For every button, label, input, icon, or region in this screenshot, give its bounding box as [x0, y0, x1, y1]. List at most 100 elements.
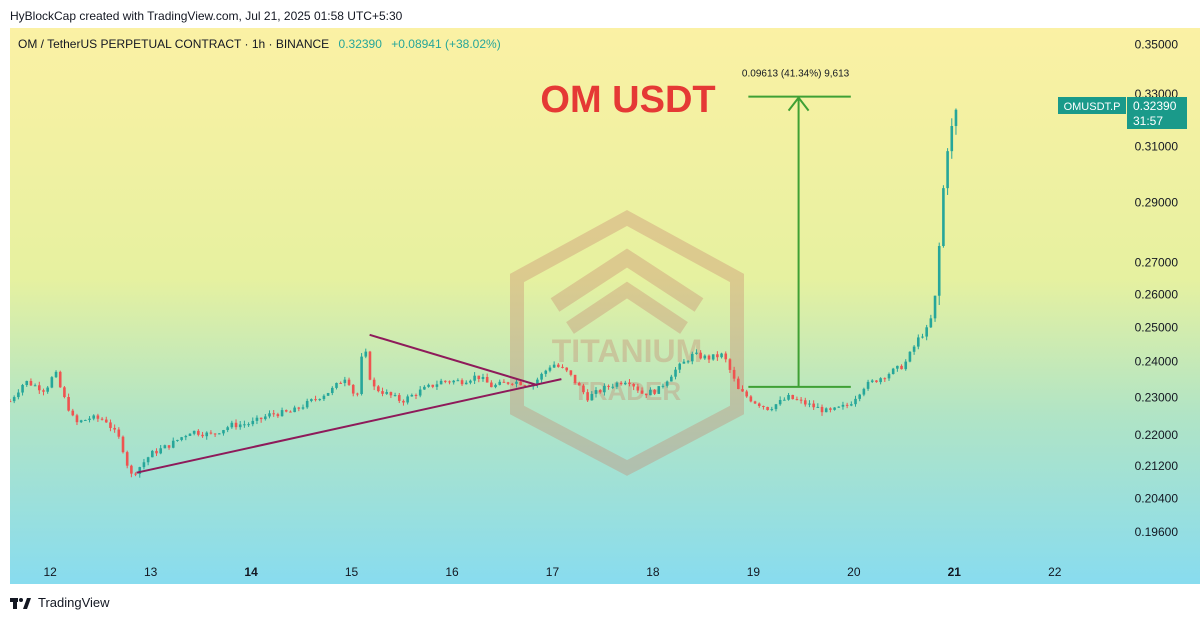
candle-body — [356, 393, 359, 395]
candle-body — [937, 246, 941, 296]
candle-body — [347, 379, 351, 385]
candle-body — [92, 415, 96, 419]
candle-body — [171, 440, 175, 448]
candle-body — [921, 336, 924, 338]
candle-body — [406, 396, 409, 403]
candle-body — [364, 351, 368, 357]
candle-body — [197, 430, 200, 435]
candle-body — [628, 382, 631, 384]
candle-body — [632, 383, 635, 387]
candle-body — [619, 382, 623, 385]
candle-body — [268, 413, 271, 417]
candle-body — [506, 382, 510, 384]
chart-background — [10, 28, 1200, 584]
watermark-chevron-icon — [550, 248, 704, 312]
candle-body — [54, 371, 58, 378]
candle-body — [925, 327, 928, 337]
watermark-chevron-icon — [566, 281, 688, 334]
candle-body — [929, 318, 933, 328]
candle-body — [879, 378, 882, 383]
candle-body — [138, 467, 142, 474]
candle-body — [586, 392, 589, 401]
candle-body — [661, 385, 665, 387]
candle-body — [657, 386, 661, 394]
candle-body — [674, 369, 677, 377]
candle-body — [17, 392, 20, 398]
candle-body — [732, 369, 736, 379]
candle-body — [649, 389, 652, 396]
candle-body — [803, 400, 807, 405]
candle-body — [887, 374, 891, 379]
candle-body — [377, 386, 380, 392]
candle-body — [222, 430, 225, 434]
candle-body — [444, 380, 447, 382]
candle-body — [728, 359, 732, 370]
candle-body — [339, 382, 342, 384]
price-tick-label: 0.19600 — [1135, 525, 1179, 539]
candle-body — [665, 381, 669, 386]
candle-body — [916, 337, 920, 347]
candle-body — [870, 380, 874, 382]
titanium-trader-watermark: TITANIUM TRADER — [510, 210, 744, 476]
candle-body — [498, 381, 502, 385]
candle-body — [615, 382, 619, 387]
candle-body — [335, 382, 338, 388]
candle-body — [774, 404, 778, 410]
candle-body — [703, 355, 707, 359]
candle-body — [741, 389, 744, 392]
candle-body — [787, 394, 790, 400]
candle-body — [280, 410, 284, 417]
candle-body — [670, 376, 673, 382]
candle-body — [155, 450, 158, 454]
candle-body — [866, 381, 870, 389]
candle-body — [42, 390, 45, 392]
triangle-lower-trendline[interactable] — [136, 378, 562, 474]
candle-body — [778, 399, 782, 405]
candle-body — [456, 380, 460, 382]
candle-body — [942, 188, 945, 247]
price-tick-label: 0.25000 — [1135, 320, 1179, 334]
candle-body — [213, 433, 217, 435]
price-tick-label: 0.26000 — [1135, 287, 1179, 301]
price-tick-label: 0.29000 — [1135, 196, 1179, 210]
candle-body — [217, 433, 221, 435]
candle-body — [452, 380, 455, 383]
price-tick-label: 0.35000 — [1135, 38, 1179, 52]
chart-title: OM USDT — [540, 79, 715, 121]
candle-body — [569, 370, 573, 375]
candle-body — [477, 375, 481, 380]
candle-body — [858, 394, 861, 399]
candle-body — [519, 381, 522, 386]
price-axis[interactable]: 0.350000.330000.310000.290000.270000.260… — [1135, 38, 1179, 539]
arrow-up-icon — [787, 95, 810, 112]
candle-body — [385, 392, 389, 394]
candle-body — [418, 389, 422, 396]
candle-body — [745, 391, 748, 397]
candle-body — [297, 407, 301, 409]
candle-body — [808, 403, 811, 405]
price-tick-label: 0.22000 — [1135, 428, 1179, 442]
drawings-layer: 0.09613 (41.34%) 9,613 — [136, 69, 851, 474]
candle-body — [653, 389, 656, 394]
candle-body — [678, 363, 682, 370]
candle-body — [67, 397, 70, 411]
time-axis[interactable]: 12 13 14 15 16 17 18 19 20 21 22 — [44, 565, 1062, 579]
candle-body — [883, 378, 887, 380]
candle-body — [314, 399, 317, 401]
candle-body — [783, 399, 786, 401]
candle-body — [749, 396, 753, 402]
candle-body — [716, 354, 719, 358]
triangle-upper-trendline[interactable] — [369, 333, 538, 387]
last-price-badge: OMUSDT.P 0.32390 31:57 — [1058, 97, 1187, 129]
candle-body — [762, 405, 765, 407]
candle-body — [611, 386, 615, 388]
candle-body — [372, 379, 376, 387]
candle-body — [58, 371, 62, 388]
candle-body — [276, 414, 280, 417]
candle-body — [79, 420, 83, 423]
candle-body — [389, 392, 393, 396]
time-tick-label: 19 — [747, 565, 761, 579]
candle-body — [795, 399, 799, 401]
candle-body — [695, 352, 698, 354]
